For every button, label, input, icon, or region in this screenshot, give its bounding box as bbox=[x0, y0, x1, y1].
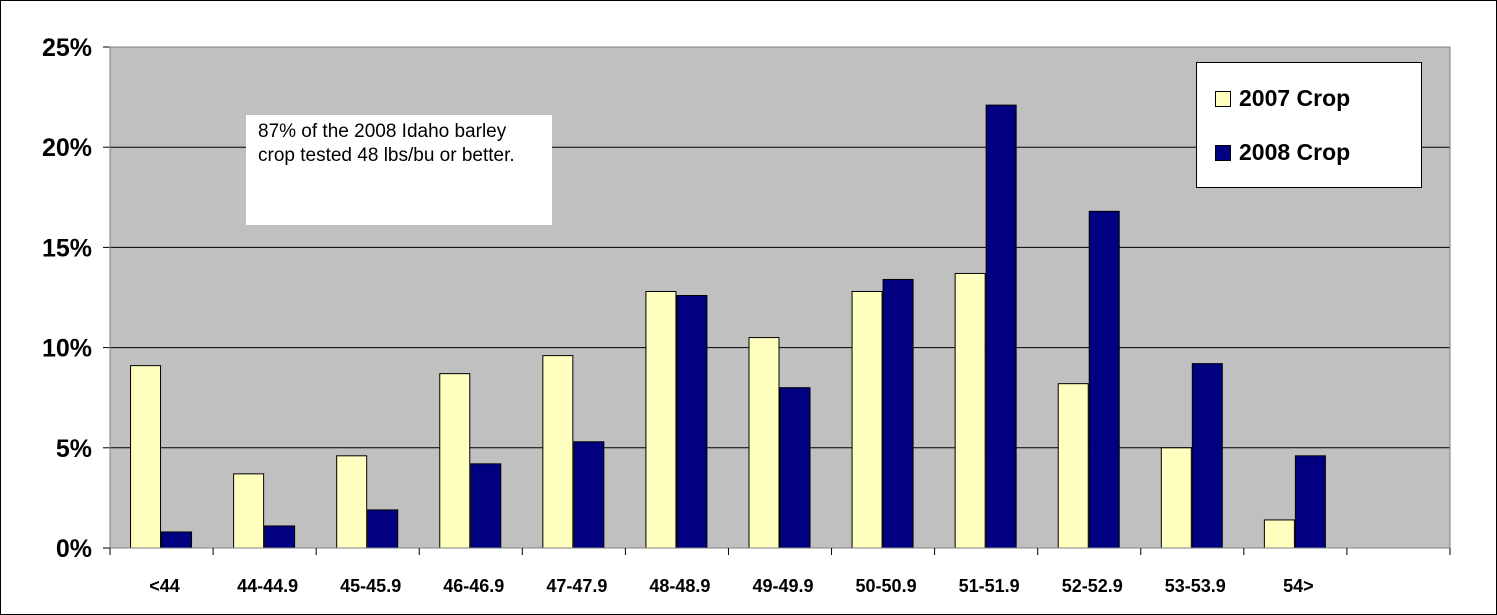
bar-2007 bbox=[748, 337, 780, 549]
bar-2008 bbox=[1294, 455, 1326, 549]
bar-2008 bbox=[1191, 363, 1223, 549]
bar-2008 bbox=[367, 509, 399, 549]
x-tick-label: 47-47.9 bbox=[546, 576, 607, 596]
bar-2007 bbox=[1160, 447, 1192, 549]
x-tick-label: 48-48.9 bbox=[649, 576, 710, 596]
bar-2008 bbox=[470, 463, 502, 549]
y-tick-label: 10% bbox=[42, 335, 92, 363]
legend-item-2007: 2007 Crop bbox=[1215, 85, 1350, 112]
bar-2007 bbox=[851, 290, 883, 549]
bar-2008 bbox=[676, 294, 708, 549]
x-tick-label: 45-45.9 bbox=[340, 576, 401, 596]
bar-2008 bbox=[161, 531, 193, 549]
legend-label-2008: 2008 Crop bbox=[1239, 139, 1351, 165]
axes bbox=[103, 46, 1451, 555]
x-tick-label: 50-50.9 bbox=[856, 576, 917, 596]
bar-2007 bbox=[954, 272, 986, 549]
bars bbox=[130, 104, 1326, 549]
legend-label-2007: 2007 Crop bbox=[1239, 85, 1351, 111]
bar-2007 bbox=[130, 365, 162, 549]
bar-2007 bbox=[645, 290, 677, 549]
bar-2008 bbox=[882, 278, 914, 549]
x-tick-label: 54> bbox=[1283, 576, 1314, 596]
bar-2008 bbox=[573, 441, 605, 549]
y-tick-label: 15% bbox=[42, 234, 92, 262]
bar-2007 bbox=[1057, 383, 1089, 549]
bar-2007 bbox=[439, 373, 471, 549]
legend: 2007 Crop 2008 Crop bbox=[1196, 62, 1422, 188]
bar-2007 bbox=[336, 455, 368, 549]
x-tick-label: 51-51.9 bbox=[959, 576, 1020, 596]
annotation-text: 87% of the 2008 Idaho barley crop tested… bbox=[258, 121, 515, 166]
x-tick-label: <44 bbox=[149, 576, 180, 596]
bar-2008 bbox=[779, 387, 811, 549]
y-tick-label: 5% bbox=[56, 435, 92, 463]
bar-2008 bbox=[264, 525, 296, 549]
x-tick-label: 52-52.9 bbox=[1062, 576, 1123, 596]
x-axis-labels: <44 44-44.9 45-45.9 46-46.9 47-47.9 48-48.9 49… bbox=[149, 576, 1313, 596]
plot-border bbox=[109, 46, 1451, 549]
x-tick-label: 46-46.9 bbox=[443, 576, 504, 596]
y-tick-label: 20% bbox=[42, 134, 92, 162]
legend-item-2008: 2008 Crop bbox=[1215, 139, 1350, 166]
y-tick-label: 0% bbox=[56, 535, 92, 563]
bar-2007 bbox=[1263, 519, 1295, 549]
x-tick-label: 44-44.9 bbox=[237, 576, 298, 596]
bar-2008 bbox=[985, 104, 1017, 549]
x-tick-label: 49-49.9 bbox=[752, 576, 813, 596]
bar-2007 bbox=[233, 473, 265, 549]
bar-2008 bbox=[1088, 210, 1120, 549]
x-tick-label: 53-53.9 bbox=[1165, 576, 1226, 596]
y-tick-label: 25% bbox=[42, 34, 92, 62]
y-axis-labels: 0% 5% 10% 15% 20% 25% bbox=[42, 34, 92, 563]
legend-swatch-2008 bbox=[1215, 144, 1231, 161]
legend-swatch-2007 bbox=[1215, 90, 1231, 107]
annotation-box: 87% of the 2008 Idaho barley crop tested… bbox=[246, 115, 552, 225]
bar-2007 bbox=[542, 355, 574, 549]
